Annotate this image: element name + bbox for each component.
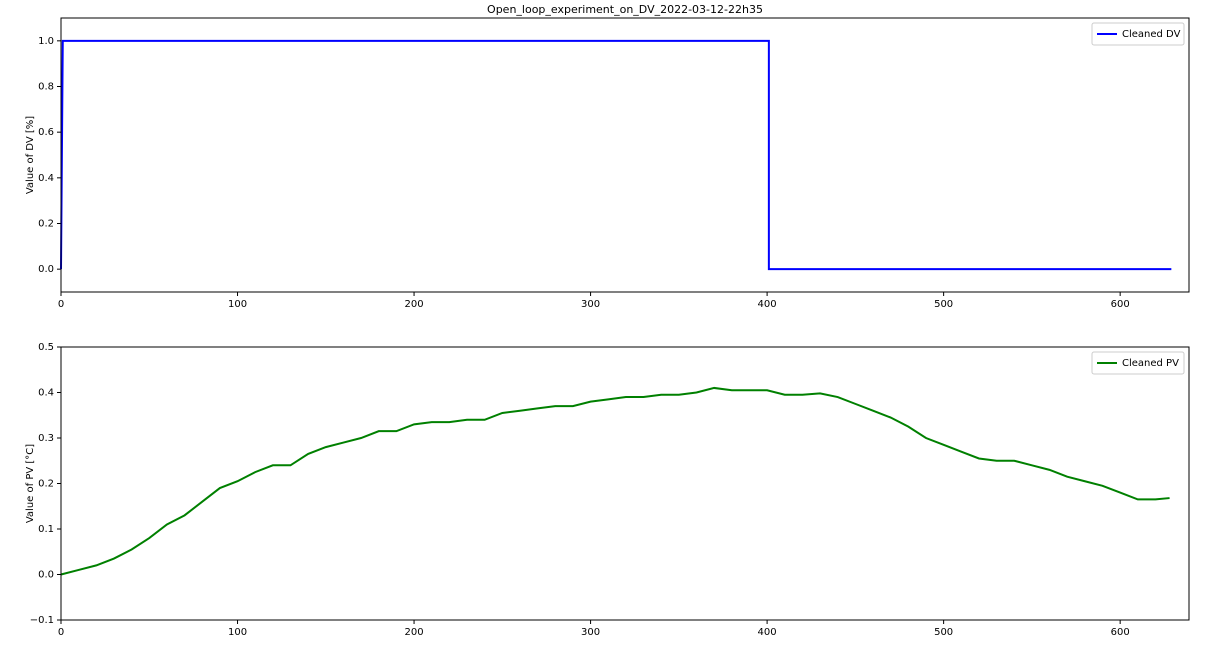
- y-tick-label: 0.2: [38, 479, 54, 490]
- axes-frame: [60, 17, 1190, 293]
- y-tick-label: 0.0: [38, 570, 54, 581]
- y-tick-label: 0.5: [38, 342, 54, 353]
- y-tick-label: 0.2: [38, 219, 54, 230]
- x-tick-label: 200: [405, 299, 424, 310]
- x-tick-label: 300: [581, 627, 600, 638]
- x-tick-label: 0: [58, 299, 64, 310]
- y-tick-label: 0.8: [38, 82, 54, 93]
- x-tick-label: 0: [58, 627, 64, 638]
- legend-label: Cleaned PV: [1122, 358, 1179, 369]
- x-tick-label: 400: [758, 627, 777, 638]
- y-axis-label: Value of DV [%]: [25, 116, 36, 194]
- y-axis-label: Value of PV [°C]: [25, 444, 36, 523]
- legend-box: [1091, 22, 1185, 46]
- x-tick-label: 300: [581, 299, 600, 310]
- x-tick-label: 400: [758, 299, 777, 310]
- y-tick-label: 0.4: [38, 173, 54, 184]
- legend-box: [1091, 351, 1185, 375]
- chart-title: Open_loop_experiment_on_DV_2022-03-12-22…: [487, 3, 763, 16]
- x-tick-label: 100: [228, 627, 247, 638]
- data-line: [60, 39, 1172, 271]
- y-tick-label: 0.6: [38, 127, 54, 138]
- y-tick-label: 1.0: [38, 36, 54, 47]
- x-tick-label: 600: [1111, 299, 1130, 310]
- legend-label: Cleaned DV: [1122, 29, 1181, 40]
- y-tick-label: 0.4: [38, 388, 54, 399]
- x-tick-label: 500: [934, 627, 953, 638]
- y-tick-label: 0.1: [38, 524, 54, 535]
- x-tick-label: 600: [1111, 627, 1130, 638]
- x-tick-label: 100: [228, 299, 247, 310]
- y-tick-label: −0.1: [30, 615, 54, 626]
- y-tick-label: 0.3: [38, 433, 54, 444]
- x-tick-label: 200: [405, 627, 424, 638]
- y-tick-label: 0.0: [38, 264, 54, 275]
- data-line: [60, 386, 1170, 576]
- axes-frame: [60, 346, 1190, 621]
- x-tick-label: 500: [934, 299, 953, 310]
